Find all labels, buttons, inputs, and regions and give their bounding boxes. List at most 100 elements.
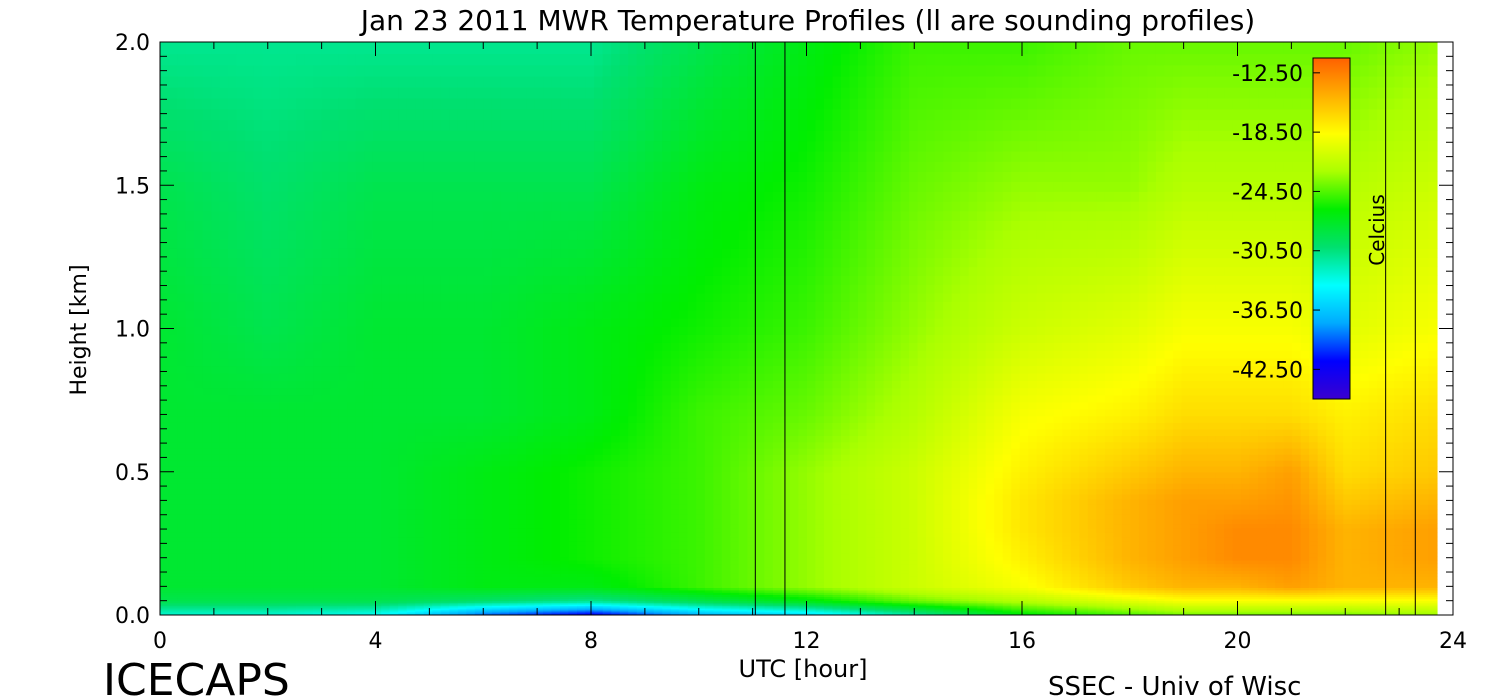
heatmap-cell — [543, 201, 552, 211]
heatmap-cell — [373, 380, 382, 388]
heatmap-cell — [415, 448, 424, 455]
heatmap-cell — [424, 466, 433, 472]
heatmap-cell — [483, 477, 492, 483]
heatmap-cell — [569, 541, 578, 546]
heatmap-cell — [458, 191, 467, 202]
heatmap-cell — [424, 171, 433, 182]
heatmap-cell — [543, 402, 552, 410]
heatmap-cell — [458, 130, 467, 141]
heatmap-cell — [288, 409, 297, 417]
heatmap-cell — [322, 541, 331, 546]
heatmap-cell — [356, 499, 365, 505]
heatmap-cell — [552, 109, 561, 120]
heatmap-cell — [245, 528, 254, 533]
heatmap-cell — [458, 161, 467, 172]
heatmap-cell — [569, 310, 578, 319]
heatmap-cell — [313, 266, 322, 276]
heatmap-cell — [186, 483, 195, 489]
heatmap-cell — [177, 191, 186, 202]
heatmap-cell — [364, 65, 373, 77]
heatmap-cell — [356, 358, 365, 366]
heatmap-cell — [415, 528, 424, 533]
heatmap-cell — [407, 448, 416, 455]
heatmap-cell — [381, 523, 390, 528]
heatmap-cell — [160, 373, 169, 381]
heatmap-cell — [390, 454, 399, 461]
heatmap-cell — [322, 98, 331, 110]
heatmap-cell — [466, 429, 475, 436]
heatmap-cell — [458, 53, 467, 65]
heatmap-cell — [560, 318, 569, 327]
heatmap-cell — [390, 310, 399, 319]
heatmap-cell — [492, 151, 501, 162]
heatmap-cell — [237, 342, 246, 351]
heatmap-cell — [305, 293, 314, 302]
heatmap-cell — [526, 98, 535, 110]
heatmap-cell — [424, 98, 433, 110]
heatmap-cell — [381, 402, 390, 410]
heatmap-cell — [339, 365, 348, 373]
heatmap-cell — [330, 448, 339, 455]
heatmap-cell — [492, 395, 501, 403]
heatmap-cell — [552, 342, 561, 351]
heatmap-cell — [390, 528, 399, 533]
heatmap-cell — [398, 448, 407, 455]
heatmap-cell — [305, 509, 314, 515]
heatmap-cell — [245, 350, 254, 358]
heatmap-cell — [330, 266, 339, 276]
heatmap-cell — [288, 514, 297, 519]
heatmap-cell — [432, 541, 441, 546]
heatmap-cell — [288, 395, 297, 403]
heatmap-cell — [577, 342, 586, 351]
heatmap-cell — [177, 494, 186, 500]
heatmap-cell — [398, 119, 407, 130]
heatmap-cell — [220, 488, 229, 494]
heatmap-cell — [211, 519, 220, 524]
heatmap-cell — [347, 220, 356, 230]
heatmap-cell — [381, 42, 390, 54]
heatmap-cell — [535, 519, 544, 524]
heatmap-cell — [500, 504, 509, 510]
heatmap-cell — [296, 191, 305, 202]
heatmap-cell — [211, 211, 220, 221]
heatmap-cell — [169, 87, 178, 99]
heatmap-cell — [177, 161, 186, 172]
heatmap-cell — [509, 532, 518, 537]
heatmap-cell — [492, 301, 501, 310]
heatmap-cell — [518, 448, 527, 455]
heatmap-cell — [169, 483, 178, 489]
heatmap-cell — [560, 350, 569, 358]
heatmap-cell — [398, 161, 407, 172]
heatmap-cell — [398, 519, 407, 524]
heatmap-cell — [432, 42, 441, 54]
heatmap-cell — [177, 301, 186, 310]
heatmap-cell — [288, 435, 297, 442]
heatmap-cell — [458, 519, 467, 524]
heatmap-cell — [305, 76, 314, 88]
heatmap-cell — [322, 293, 331, 302]
heatmap-cell — [526, 422, 535, 429]
heatmap-cell — [535, 326, 544, 335]
heatmap-cell — [279, 350, 288, 358]
heatmap-cell — [322, 275, 331, 284]
heatmap-cell — [500, 293, 509, 302]
heatmap-cell — [560, 293, 569, 302]
heatmap-cell — [526, 514, 535, 519]
heatmap-cell — [347, 191, 356, 202]
heatmap-cell — [526, 472, 535, 478]
heatmap-cell — [535, 523, 544, 528]
heatmap-cell — [398, 98, 407, 110]
heatmap-cell — [203, 380, 212, 388]
heatmap-cell — [381, 514, 390, 519]
heatmap-cell — [500, 181, 509, 192]
heatmap-cell — [288, 161, 297, 172]
heatmap-cell — [245, 42, 254, 54]
heatmap-cell — [432, 239, 441, 249]
heatmap-cell — [169, 119, 178, 130]
heatmap-cell — [483, 181, 492, 192]
heatmap-cell — [398, 537, 407, 542]
heatmap-cell — [526, 483, 535, 489]
heatmap-cell — [577, 514, 586, 519]
heatmap-cell — [322, 350, 331, 358]
heatmap-cell — [364, 358, 373, 366]
